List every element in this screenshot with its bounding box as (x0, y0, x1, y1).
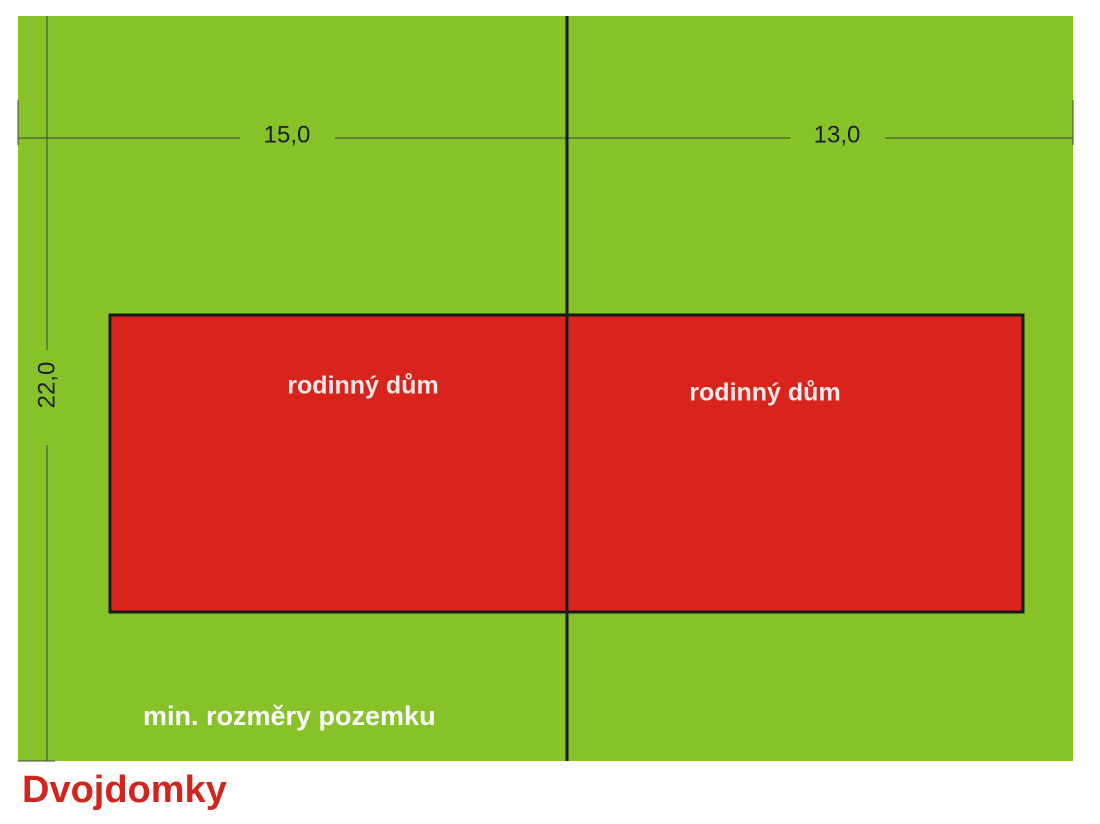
dimension-label: 15,0 (264, 121, 311, 148)
dimension-label: 22,0 (33, 362, 60, 409)
house-label: rodinný dům (689, 379, 840, 407)
house-label: rodinný dům (287, 372, 438, 400)
title: Dvojdomky (22, 769, 227, 811)
depth-dimension (18, 16, 55, 762)
width-dimension (17, 100, 1074, 145)
dimension-label: 13,0 (814, 121, 861, 148)
caption: min. rozměry pozemku (143, 701, 436, 731)
